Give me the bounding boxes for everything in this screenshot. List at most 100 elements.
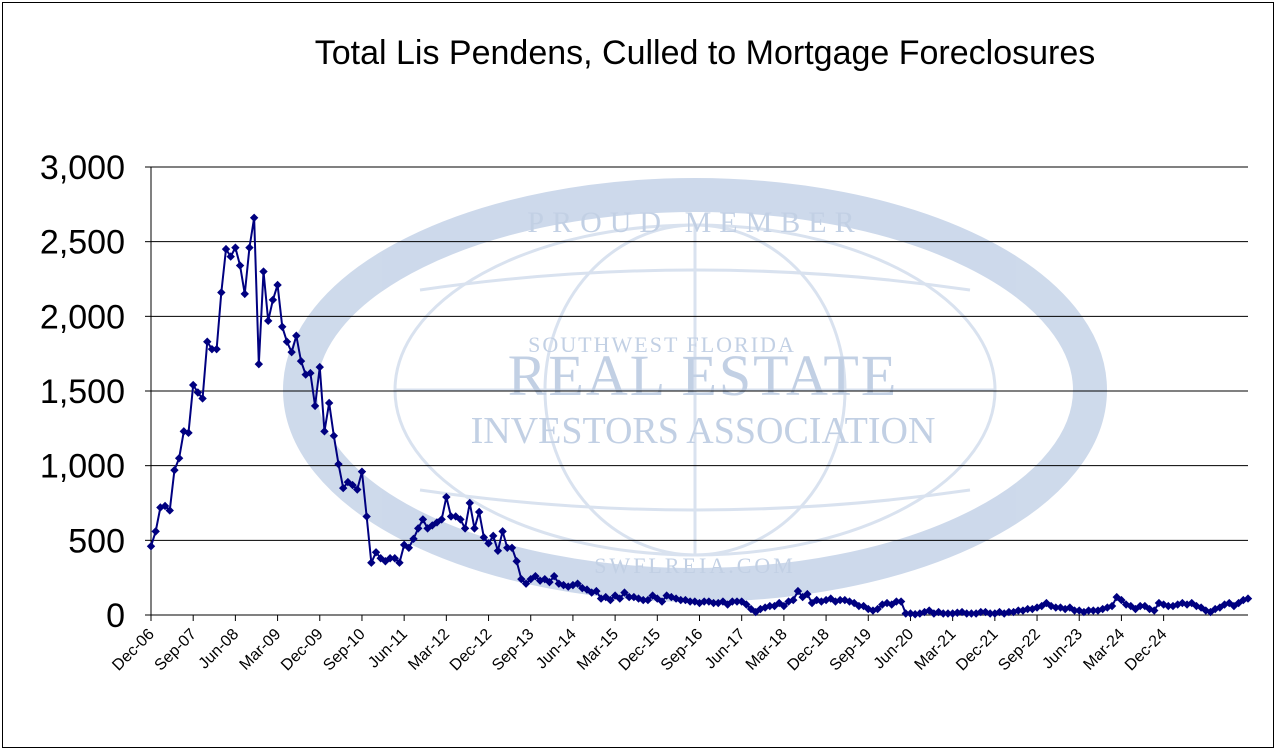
data-point xyxy=(320,427,329,436)
data-point xyxy=(1192,601,1201,611)
x-tick-label: Mar-09 xyxy=(237,626,285,674)
data-point xyxy=(315,362,324,372)
data-point xyxy=(160,501,170,511)
data-point xyxy=(306,368,315,378)
x-tick-label: Jun-11 xyxy=(365,626,411,672)
data-point xyxy=(489,531,498,541)
data-point xyxy=(292,331,301,340)
watermark-globe-lat-2 xyxy=(419,488,971,512)
data-point xyxy=(268,295,278,305)
data-point xyxy=(601,592,610,602)
data-point xyxy=(564,582,573,591)
data-point xyxy=(925,606,934,615)
data-point xyxy=(854,601,864,611)
data-point xyxy=(887,600,896,609)
data-point xyxy=(704,597,714,606)
data-point xyxy=(479,533,489,542)
data-point xyxy=(1210,604,1220,614)
data-point xyxy=(362,512,371,521)
x-tick-label: Dec-09 xyxy=(278,626,327,675)
data-point xyxy=(184,428,193,438)
watermark-big-text: REAL ESTATE xyxy=(508,343,899,408)
x-tick-label: Sep-07 xyxy=(152,626,201,675)
data-point xyxy=(460,524,470,533)
data-point xyxy=(264,316,273,326)
data-point xyxy=(1196,603,1206,612)
data-point xyxy=(737,597,746,606)
data-point xyxy=(1093,606,1103,615)
data-point xyxy=(859,601,868,611)
data-point xyxy=(1107,601,1117,611)
data-point xyxy=(526,574,535,584)
data-point xyxy=(217,288,226,297)
data-point xyxy=(329,431,339,440)
data-point xyxy=(939,609,948,618)
data-point xyxy=(226,252,235,261)
y-tick-label: 1,000 xyxy=(40,448,125,486)
x-tick-label: Jun-20 xyxy=(871,626,918,673)
data-point xyxy=(498,527,507,536)
data-point xyxy=(1075,606,1084,615)
data-point xyxy=(357,467,367,476)
data-point xyxy=(156,503,165,512)
data-point xyxy=(971,609,981,618)
data-point xyxy=(259,267,268,276)
data-point xyxy=(709,598,718,608)
data-point xyxy=(976,607,985,617)
data-point xyxy=(639,595,648,605)
grid-lines xyxy=(151,166,1248,541)
x-tick-label: Jun-17 xyxy=(702,626,749,673)
data-point xyxy=(643,595,653,605)
data-point xyxy=(892,597,901,606)
watermark-bottom-text: SWFLREIA.COM xyxy=(594,553,796,578)
data-point xyxy=(188,380,198,390)
data-point xyxy=(493,546,503,555)
data-point xyxy=(423,524,432,533)
data-point xyxy=(962,609,971,618)
data-point xyxy=(231,243,240,252)
data-point xyxy=(207,344,217,354)
data-point xyxy=(1060,604,1070,614)
data-point xyxy=(165,506,174,515)
data-point xyxy=(765,601,775,611)
data-point xyxy=(296,356,306,366)
x-tick-label: Mar-18 xyxy=(743,626,791,674)
data-point xyxy=(503,543,512,552)
data-point xyxy=(817,597,826,606)
x-tick-label: Jun-23 xyxy=(1039,626,1086,673)
data-point xyxy=(451,512,460,521)
data-point xyxy=(367,558,376,567)
x-tick-label: Jun-08 xyxy=(196,626,243,673)
x-tick-label: Mar-21 xyxy=(912,626,960,674)
data-point xyxy=(901,609,910,618)
data-point xyxy=(943,609,953,618)
data-point xyxy=(465,498,474,508)
data-point xyxy=(624,592,634,602)
data-point xyxy=(929,609,939,618)
data-point xyxy=(170,465,179,475)
data-point xyxy=(1243,594,1253,603)
data-point xyxy=(282,337,292,346)
data-point xyxy=(751,607,760,617)
data-point xyxy=(878,600,887,609)
data-point xyxy=(1187,598,1196,608)
data-point xyxy=(395,558,404,567)
data-point xyxy=(418,515,428,524)
y-tick-label: 2,000 xyxy=(40,298,125,336)
data-point xyxy=(531,571,540,581)
data-point xyxy=(896,597,906,606)
data-point xyxy=(1023,604,1032,614)
data-point xyxy=(1173,600,1182,609)
x-tick-label: Sep-22 xyxy=(995,626,1044,675)
data-point xyxy=(221,244,231,254)
data-point xyxy=(1126,601,1135,611)
data-point xyxy=(1234,598,1243,608)
watermark-small-text: SOUTHWEST FLORIDA xyxy=(528,332,796,357)
data-point xyxy=(249,213,259,222)
data-point xyxy=(442,492,451,502)
data-point xyxy=(254,359,264,369)
data-point xyxy=(1051,603,1060,612)
data-point xyxy=(240,289,249,299)
y-tick-label: 500 xyxy=(68,522,125,560)
y-tick-label: 0 xyxy=(106,597,125,635)
